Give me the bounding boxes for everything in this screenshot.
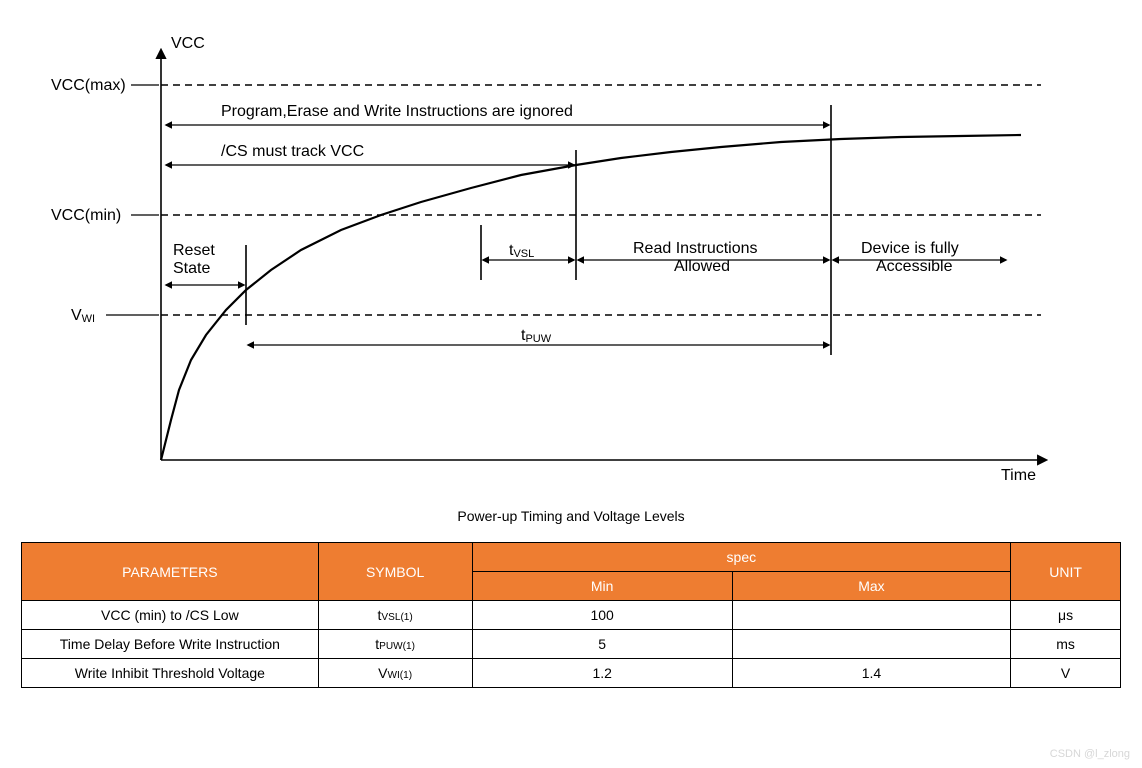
col-symbol: SYMBOL [318, 543, 472, 601]
read-label-1: Read Instructions [633, 240, 758, 257]
col-min: Min [472, 572, 732, 601]
watermark: CSDN @l_zlong [1050, 748, 1130, 760]
figure-caption: Power-up Timing and Voltage Levels [21, 508, 1121, 524]
spec-table: PARAMETERS SYMBOL spec UNIT Min Max VCC … [21, 542, 1121, 688]
cell-unit: μs [1011, 601, 1121, 630]
cell-symbol: tPUW(1) [318, 630, 472, 659]
reset-label: Reset [173, 242, 215, 259]
vcc-min-label: VCC(min) [51, 207, 121, 224]
table-row: VCC (min) to /CS LowtVSL(1)100 μs [22, 601, 1121, 630]
cell-param: Time Delay Before Write Instruction [22, 630, 319, 659]
vcc-max-label: VCC(max) [51, 77, 126, 94]
ignored-label: Program,Erase and Write Instructions are… [221, 103, 573, 120]
x-axis-label: Time [1001, 467, 1036, 484]
cell-min: 100 [472, 601, 732, 630]
table-row: Time Delay Before Write InstructiontPUW(… [22, 630, 1121, 659]
cell-min: 5 [472, 630, 732, 659]
cell-unit: V [1011, 659, 1121, 688]
col-parameters: PARAMETERS [22, 543, 319, 601]
cell-param: Write Inhibit Threshold Voltage [22, 659, 319, 688]
vcc-curve [161, 135, 1021, 460]
cell-param: VCC (min) to /CS Low [22, 601, 319, 630]
cell-symbol: VWI(1) [318, 659, 472, 688]
tpuw-label: tPUW [521, 327, 552, 345]
tvsl-label: tVSL [509, 242, 534, 260]
cell-min: 1.2 [472, 659, 732, 688]
col-unit: UNIT [1011, 543, 1121, 601]
svg-text:State: State [173, 260, 210, 277]
timing-diagram: VCC Time VCC(max) VCC(min) VWI Program,E… [21, 20, 1081, 500]
cell-max [732, 601, 1010, 630]
cs-track-label: /CS must track VCC [221, 143, 364, 160]
cell-unit: ms [1011, 630, 1121, 659]
full-label-2: Accessible [876, 258, 953, 275]
col-max: Max [732, 572, 1010, 601]
full-label-1: Device is fully [861, 240, 959, 257]
table-row: Write Inhibit Threshold VoltageVWI(1)1.2… [22, 659, 1121, 688]
cell-symbol: tVSL(1) [318, 601, 472, 630]
col-spec: spec [472, 543, 1011, 572]
cell-max [732, 630, 1010, 659]
vwi-label: VWI [71, 307, 95, 325]
cell-max: 1.4 [732, 659, 1010, 688]
read-label-2: Allowed [674, 258, 730, 275]
y-axis-label: VCC [171, 35, 205, 52]
